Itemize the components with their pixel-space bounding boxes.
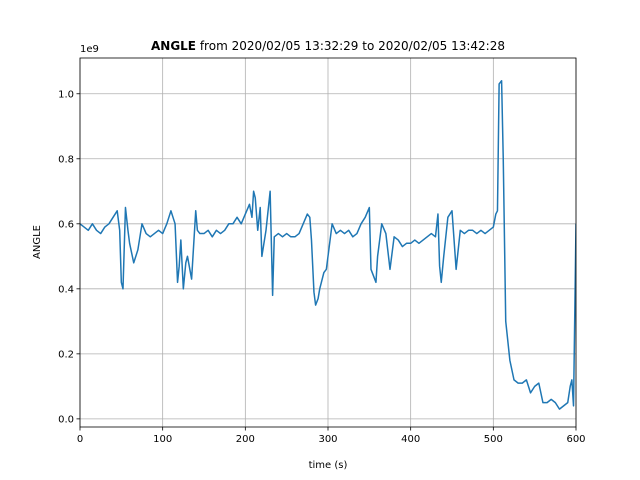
x-tick-label: 400 (401, 434, 420, 445)
y-tick-label: 0.0 (58, 414, 74, 425)
y-tick-label: 1.0 (58, 89, 74, 100)
x-tick-label: 200 (236, 434, 255, 445)
chart-title-bold: ANGLE (151, 39, 196, 53)
y-tick-label: 0.6 (58, 219, 74, 230)
y-axis-label: ANGLE (32, 225, 43, 259)
y-axis-ticks: 0.0 0.2 0.4 0.6 0.8 1.0 (58, 89, 80, 425)
x-tick-label: 600 (566, 434, 585, 445)
chart-title-rest: from 2020/02/05 13:32:29 to 2020/02/05 1… (196, 39, 505, 53)
x-tick-label: 500 (484, 434, 503, 445)
y-tick-label: 0.2 (58, 349, 74, 360)
x-axis-ticks: 0 100 200 300 400 500 600 (77, 427, 586, 445)
y-offset-label: 1e9 (80, 44, 99, 55)
x-tick-label: 0 (77, 434, 83, 445)
y-tick-label: 0.4 (58, 284, 74, 295)
x-tick-label: 300 (318, 434, 337, 445)
x-tick-label: 100 (153, 434, 172, 445)
chart-title: ANGLE from 2020/02/05 13:32:29 to 2020/0… (151, 39, 505, 53)
x-axis-label: time (s) (309, 460, 348, 471)
y-tick-label: 0.8 (58, 154, 74, 165)
y-gridlines (80, 93, 576, 420)
angle-series-line (80, 80, 576, 410)
